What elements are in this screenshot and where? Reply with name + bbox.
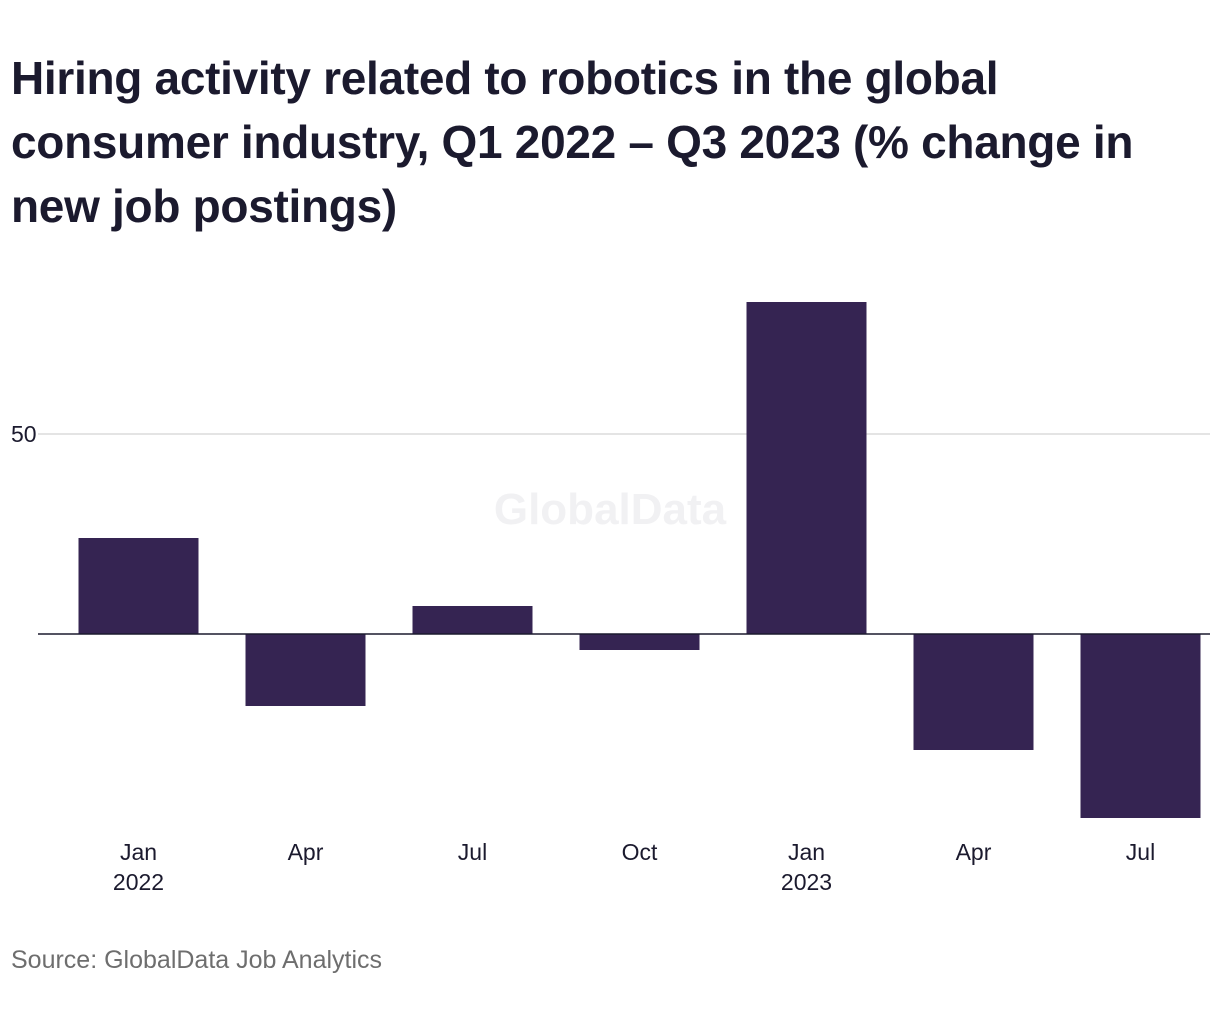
watermark: GlobalData bbox=[494, 485, 727, 534]
x-tick-label: Jan bbox=[120, 839, 157, 865]
x-tick-label: Apr bbox=[956, 839, 992, 865]
chart-title: Hiring activity related to robotics in t… bbox=[11, 52, 1134, 232]
bar bbox=[1080, 634, 1201, 818]
source-note: Source: GlobalData Job Analytics bbox=[11, 946, 383, 974]
x-tick-label: Apr bbox=[288, 839, 324, 865]
x-tick-label: Jul bbox=[458, 839, 487, 865]
bar bbox=[579, 634, 700, 650]
x-tick-sublabel: 2022 bbox=[113, 869, 164, 895]
x-tick-label: Jan bbox=[788, 839, 825, 865]
y-tick-label: 50 bbox=[11, 421, 37, 447]
x-tick-label: Jul bbox=[1126, 839, 1155, 865]
bar bbox=[913, 634, 1034, 750]
bar bbox=[746, 302, 867, 634]
x-tick-label: Oct bbox=[622, 839, 658, 865]
bar bbox=[412, 606, 533, 634]
bar bbox=[245, 634, 366, 706]
y-axis-labels: 50 bbox=[11, 421, 37, 447]
bar bbox=[78, 538, 199, 634]
bars-layer bbox=[78, 302, 1201, 818]
x-tick-sublabel: 2023 bbox=[781, 869, 832, 895]
x-axis-labels: Jan 2022 Apr Jul Oct Jan 2023 Apr Jul bbox=[113, 839, 1155, 895]
